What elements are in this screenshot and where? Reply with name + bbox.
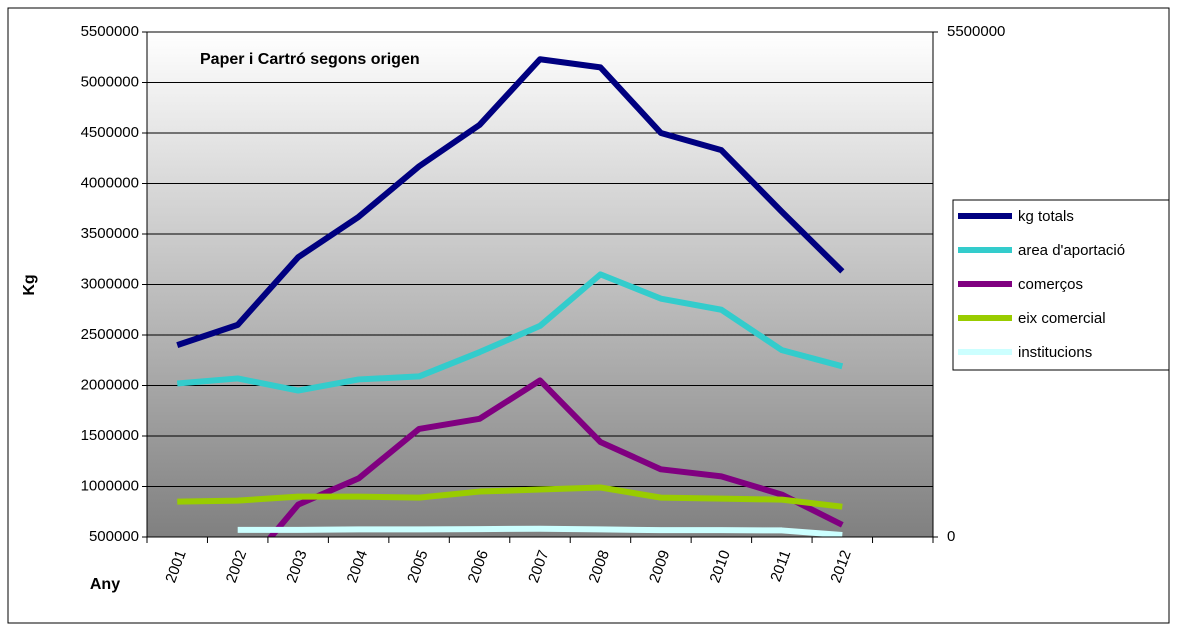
y-tick-label: 5500000 [81, 23, 139, 40]
y-tick-label: 4000000 [81, 174, 139, 191]
legend-label: institucions [1018, 344, 1092, 361]
y-tick-label: 2500000 [81, 326, 139, 343]
legend-label: eix comercial [1018, 310, 1106, 327]
x-axis-label: Any [90, 576, 120, 593]
y2-tick-label: 0 [947, 528, 955, 545]
legend-label: kg totals [1018, 208, 1074, 225]
y-tick-label: 1500000 [81, 427, 139, 444]
y-tick-label: 1000000 [81, 477, 139, 494]
y-axis-label: Kg [21, 274, 38, 295]
series-line [176, 271, 844, 394]
legend-label: comerços [1018, 276, 1083, 293]
y-tick-label: 4500000 [81, 124, 139, 141]
y-tick-label: 5000000 [81, 73, 139, 90]
y2-tick-label: 5500000 [947, 23, 1005, 40]
series-line [237, 525, 843, 537]
y-tick-label: 500000 [89, 528, 139, 545]
series-line [176, 56, 845, 348]
legend-label: area d'aportació [1018, 242, 1125, 259]
series-line [177, 484, 843, 510]
y-tick-label: 3500000 [81, 225, 139, 242]
y-tick-label: 3000000 [81, 275, 139, 292]
y-tick-label: 2000000 [81, 376, 139, 393]
series-line [266, 377, 844, 537]
chart-title: Paper i Cartró segons origen [200, 51, 420, 68]
